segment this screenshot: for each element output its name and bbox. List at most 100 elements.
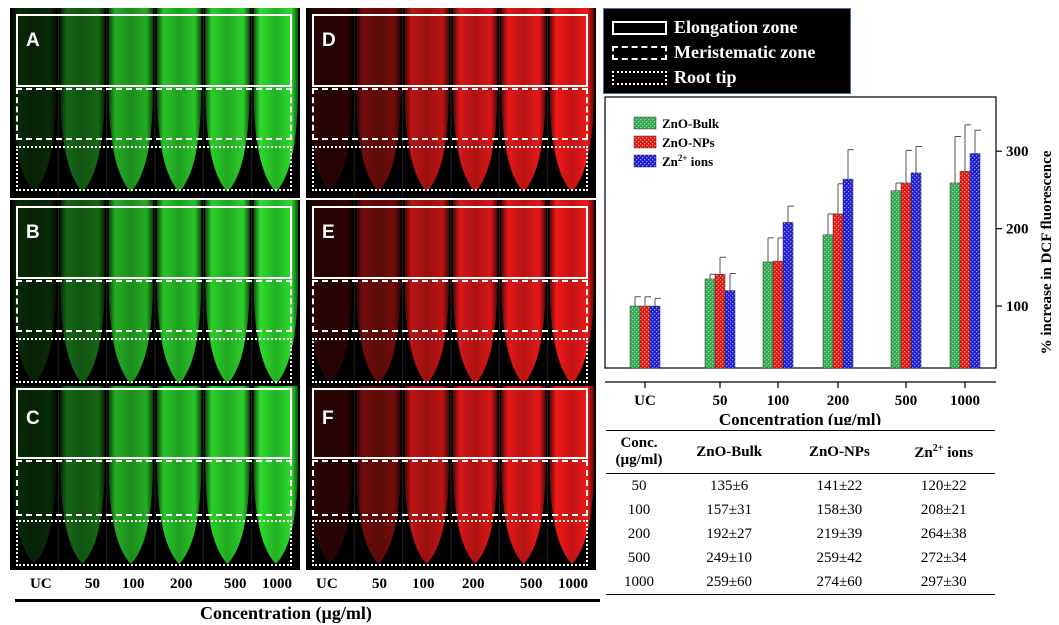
meristematic-zone-box <box>16 460 292 516</box>
panel-label: B <box>26 222 40 243</box>
error-bar <box>644 296 651 307</box>
meristematic-zone-box <box>312 88 588 140</box>
bar-zno-nps <box>900 182 912 369</box>
elongation-zone-box <box>312 14 588 87</box>
microscopy-panel-e: E <box>306 200 596 390</box>
image-conc-label: 200 <box>462 576 485 592</box>
y-tick-label: 200 <box>1006 222 1029 238</box>
elongation-zone-box <box>16 14 292 87</box>
table-body: 50 135±6 141±22 120±22 100 157±31 158±30 208±21… <box>606 474 995 595</box>
x-axis-label: Concentration (µg/ml) <box>719 410 881 425</box>
image-conc-label: 200 <box>170 576 193 592</box>
table-cell: 50 <box>631 477 647 494</box>
x-tick-label: 200 <box>827 393 850 409</box>
table-cell: 249±10 <box>706 549 753 566</box>
table-row: 100 157±31 158±30 208±21 <box>606 498 995 522</box>
table-cell: 259±42 <box>816 549 863 566</box>
meristematic-zone-box <box>312 280 588 332</box>
root-2 <box>404 386 450 564</box>
error-bar <box>654 297 661 307</box>
error-bar <box>954 135 961 183</box>
dashed-box-icon <box>612 46 667 60</box>
root-1 <box>60 386 105 564</box>
bar-zn2-ions <box>649 305 661 369</box>
image-conc-label: 500 <box>520 576 543 592</box>
table-cell: 158±30 <box>816 501 863 518</box>
image-conc-label: 100 <box>122 576 145 592</box>
root-2 <box>108 386 154 564</box>
table-cell: 192±27 <box>706 525 753 542</box>
table-row: 200 192±27 219±39 264±38 <box>606 522 995 546</box>
meristematic-zone-box <box>16 280 292 332</box>
microscopy-panel-a: A <box>10 8 300 198</box>
table-row: 500 249±10 259±42 272±34 <box>606 546 995 570</box>
table-cell: 274±60 <box>786 570 893 595</box>
table-cell: 200 <box>627 525 651 542</box>
table-cell: 208±21 <box>920 501 967 518</box>
root-images <box>11 386 299 570</box>
table-cell: 259±60 <box>672 570 787 595</box>
data-table: Conc. (µg/ml) ZnO-Bulk ZnO-NPs Zn2+ ions… <box>606 430 995 595</box>
bar-zn2-ions <box>910 172 922 369</box>
header-zn-ions: Zn2+ ions <box>892 430 995 474</box>
image-conc-label: 100 <box>412 576 435 592</box>
error-bar <box>847 149 854 180</box>
panel-label: C <box>26 408 40 429</box>
table-cell: 135±6 <box>710 477 749 494</box>
table-cell: 297±30 <box>892 570 995 595</box>
panel-label: A <box>26 30 40 51</box>
root-0 <box>307 386 353 564</box>
table-cell: 219±39 <box>816 525 863 542</box>
header-zno-bulk: ZnO-Bulk <box>672 430 787 474</box>
error-bar <box>964 124 971 172</box>
image-axis-title: Concentration (µg/ml) <box>200 603 372 623</box>
legend-label: ZnO-Bulk <box>662 116 720 131</box>
header-conc-label: Conc. (µg/ml) <box>615 435 663 468</box>
table-header-row: Conc. (µg/ml) ZnO-Bulk ZnO-NPs Zn2+ ions <box>606 430 995 474</box>
table-cell: 141±22 <box>816 477 863 494</box>
image-conc-label: 50 <box>85 576 100 592</box>
elongation-zone-box <box>16 206 292 279</box>
error-bar <box>915 146 922 173</box>
error-bar <box>787 205 794 223</box>
elongation-zone-box <box>312 388 588 459</box>
legend-label: Zn2+ ions <box>662 153 713 169</box>
dcf-bar-chart: 100 200 300 % increase in DCF fluorescence U… <box>604 96 1055 425</box>
y-tick-label: 300 <box>1006 144 1029 160</box>
root-tip-box <box>312 338 588 383</box>
x-tick-label: 500 <box>895 393 918 409</box>
bar-zno-nps <box>639 305 651 369</box>
bar-zn2-ions <box>842 178 854 369</box>
table-row: 50 135±6 141±22 120±22 <box>606 474 995 499</box>
root-5 <box>253 386 299 564</box>
header-conc: Conc. (µg/ml) <box>606 430 672 474</box>
dotted-box-icon <box>612 71 667 85</box>
image-axis-line <box>15 599 600 602</box>
y-tick-label: 100 <box>1006 299 1029 315</box>
zone-legend: Elongation zone Meristematic zone Root t… <box>603 8 851 94</box>
table-cell: 100 <box>627 501 651 518</box>
bar-zn2-ions <box>782 222 794 369</box>
bar-zno-nps <box>832 213 844 369</box>
bar-zno-bulk <box>629 305 641 369</box>
bar-zno-bulk <box>822 234 834 369</box>
bar-zno-bulk <box>890 190 902 369</box>
table-row: 1000 259±60 274±60 297±30 <box>606 570 995 595</box>
image-conc-label: UC <box>30 576 52 592</box>
image-conc-label: 50 <box>372 576 387 592</box>
bar-zn2-ions <box>724 290 736 369</box>
meristematic-zone-box <box>312 460 588 516</box>
legend-label: ZnO-NPs <box>662 135 715 150</box>
root-3 <box>452 386 498 564</box>
x-tick-label: 100 <box>767 393 790 409</box>
microscopy-panel-f: F <box>306 386 596 570</box>
table-cell: 157±31 <box>706 501 753 518</box>
microscopy-panel-c: C <box>10 386 300 570</box>
root-images <box>307 386 595 570</box>
panel-label: D <box>322 30 336 51</box>
error-bar <box>634 296 641 307</box>
root-tip-box <box>16 146 292 191</box>
error-bar <box>729 273 736 291</box>
error-bar <box>719 256 726 275</box>
bar-zno-nps <box>714 274 726 369</box>
